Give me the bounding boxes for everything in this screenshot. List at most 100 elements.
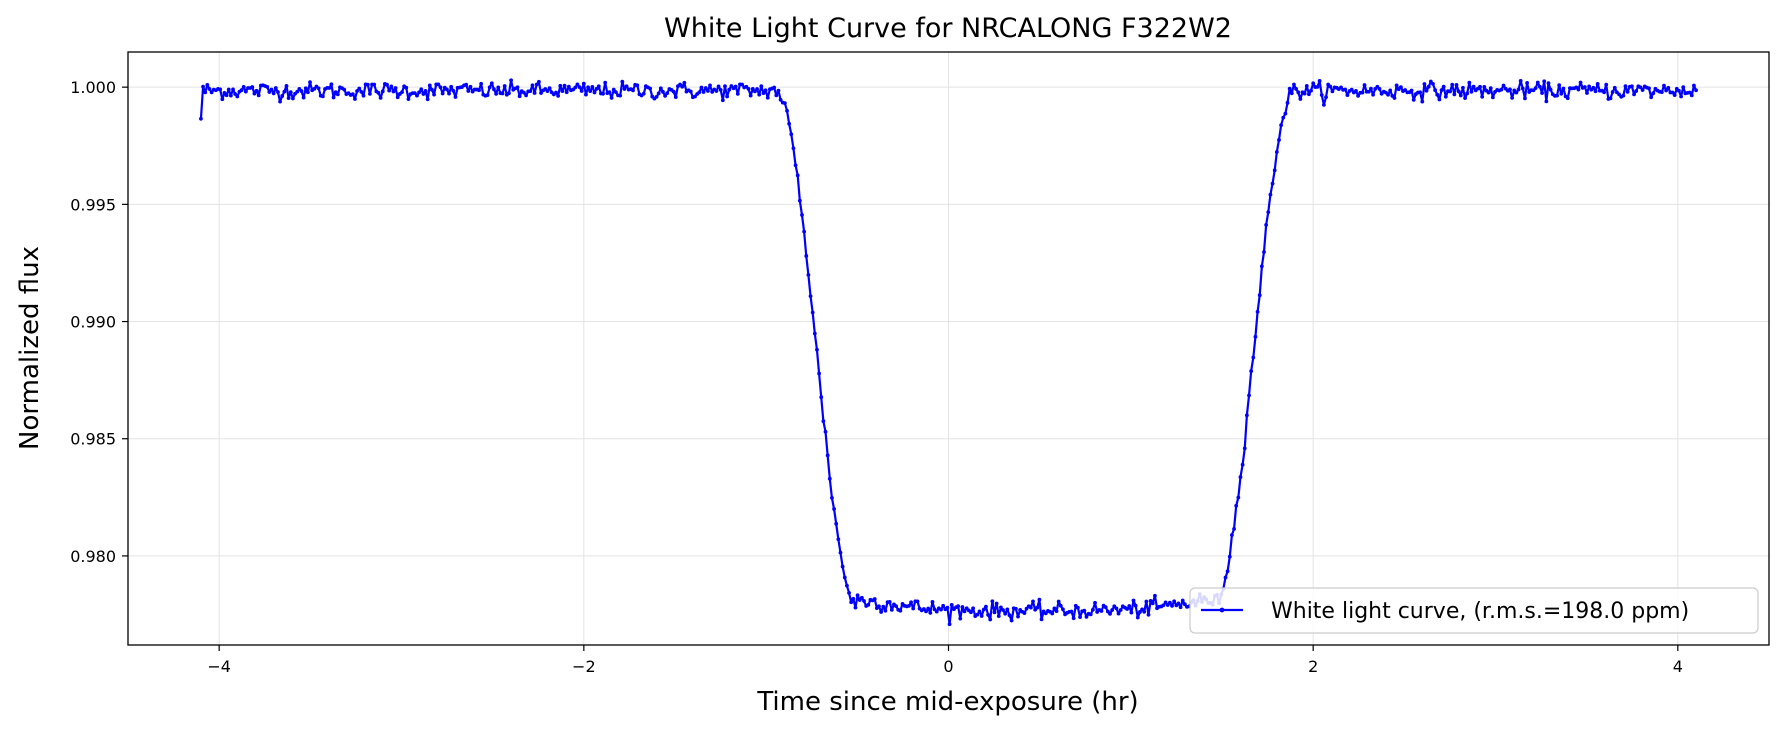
data-point [1240,462,1245,467]
data-point [1689,93,1694,98]
data-point [278,99,282,104]
data-point [226,87,231,92]
data-point [1321,102,1326,107]
data-point [1450,82,1455,87]
data-point [1339,85,1343,90]
data-point [928,611,933,615]
data-point [1009,618,1014,623]
data-point [808,294,813,298]
data-point [1296,90,1301,95]
data-point [1037,597,1042,602]
data-point [378,95,383,100]
data-point [485,93,490,98]
data-point [949,603,954,607]
data-point [635,83,640,88]
data-point [680,84,685,89]
data-point [391,89,396,94]
data-point [271,91,276,96]
series-line [199,79,1698,626]
data-point [836,537,841,542]
data-point [305,90,310,95]
data-point [774,93,779,98]
data-point [1163,600,1168,605]
data-point [524,93,528,98]
data-point [1662,83,1666,88]
data-point [735,91,740,96]
data-point [1242,446,1247,451]
data-point [1565,96,1570,101]
data-point [947,622,952,627]
data-point [716,84,721,89]
data-point [631,88,635,93]
data-point [1516,87,1521,92]
data-point [821,419,826,424]
data-point [1431,81,1435,86]
data-point [1244,413,1249,418]
data-point [1255,309,1260,314]
data-point [1651,91,1656,96]
data-point [1262,250,1266,254]
data-point [1266,210,1271,215]
legend-marker-swatch [1219,607,1225,613]
data-point [1386,92,1390,97]
data-point [778,97,783,102]
data-point [487,85,492,90]
data-point [1585,91,1589,95]
data-point [654,95,659,99]
data-point [1294,87,1298,91]
data-point [295,89,300,94]
data-point [999,605,1003,610]
data-point [618,93,623,98]
data-point [1458,93,1463,98]
data-point [500,91,505,96]
data-point [419,87,424,92]
data-point [609,96,614,100]
data-point [1463,96,1467,101]
data-point [889,608,894,612]
data-point [1279,123,1284,128]
series-group [199,78,1698,627]
data-point [994,601,999,606]
data-point [331,95,336,100]
data-point [1356,93,1361,98]
data-point [1227,554,1232,559]
data-point [256,93,261,98]
x-tick-label: 4 [1673,657,1683,676]
data-point [797,198,802,203]
data-point [830,495,834,500]
data-point [838,550,843,555]
data-point [663,93,667,98]
data-point [1533,86,1538,90]
data-point [1557,83,1562,88]
data-point [924,609,928,614]
data-point [1277,138,1281,142]
data-point [1540,91,1544,95]
data-point [1324,95,1328,100]
data-point [536,79,541,84]
data-point [316,86,321,91]
data-point [207,87,212,91]
data-point [723,84,727,89]
data-point [1093,600,1097,605]
data-point [1108,612,1112,616]
data-point [613,90,618,95]
data-point [507,91,511,96]
data-point [765,95,770,100]
data-point [423,89,428,93]
data-point [1456,89,1461,94]
data-point [368,91,372,96]
data-point [823,429,828,434]
data-point [1317,79,1322,83]
data-point [412,91,417,96]
data-point [789,132,794,137]
data-point [560,89,565,93]
data-point [1114,606,1119,611]
data-point [502,84,507,88]
data-point [939,607,943,612]
data-point [1508,87,1512,92]
data-point [703,86,708,90]
data-point [254,88,259,93]
data-point [971,606,975,611]
data-point [693,94,697,99]
data-point [772,85,777,90]
